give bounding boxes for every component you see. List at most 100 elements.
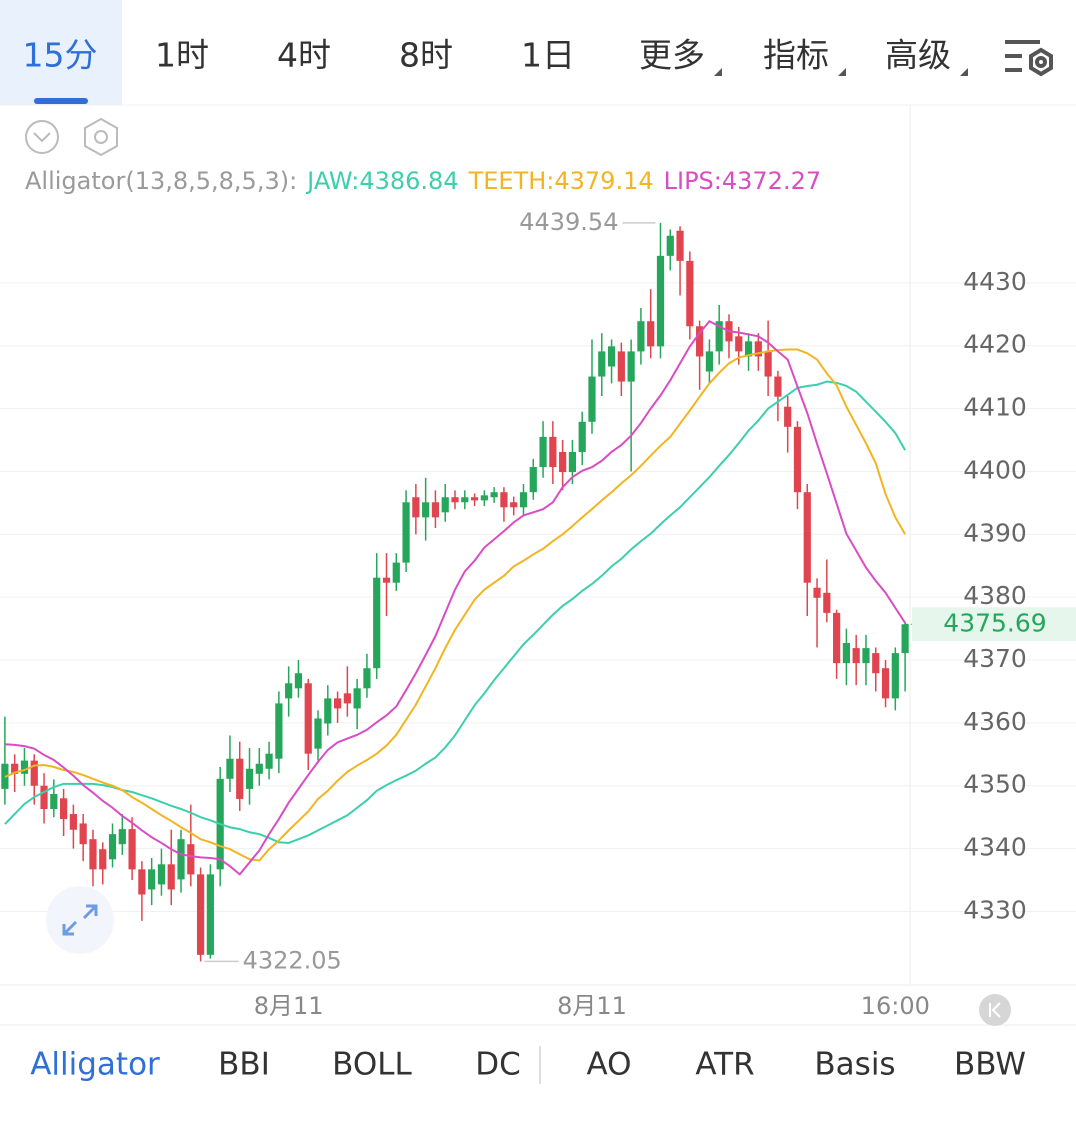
menu-dropdown[interactable]: 更多	[639, 36, 705, 75]
candle-body	[647, 321, 655, 347]
candle-body	[324, 698, 332, 724]
candle-body	[402, 502, 410, 563]
candle-body	[764, 351, 772, 377]
indicator-tab[interactable]: BBI	[218, 1047, 270, 1083]
candle-body	[881, 668, 890, 699]
candle-body	[79, 823, 87, 845]
candle-body	[872, 653, 880, 674]
y-tick-label: 4350	[963, 770, 1027, 799]
candle-body	[431, 502, 440, 518]
candle-body	[373, 577, 381, 669]
candle-body	[559, 451, 567, 473]
timeframe-tab[interactable]: 8时	[399, 36, 453, 75]
y-tick-label: 4400	[963, 455, 1027, 484]
hexagon-icon[interactable]	[84, 117, 118, 157]
candle-body	[89, 839, 97, 870]
candle-body	[118, 829, 126, 845]
candle-body	[275, 703, 283, 759]
max-label: 4439.54	[519, 208, 618, 236]
candle-body	[607, 346, 616, 367]
candle-body	[236, 758, 244, 799]
candle-body	[167, 864, 175, 890]
indicator-line	[4, 380, 906, 844]
menu-dropdown[interactable]: 指标	[763, 36, 829, 75]
candle-body	[862, 648, 870, 664]
candle-body	[617, 351, 625, 382]
candle-body	[245, 768, 254, 789]
candle-body	[784, 406, 792, 427]
y-tick-label: 4420	[963, 330, 1027, 359]
timeframe-tab[interactable]: 4时	[277, 36, 331, 75]
candle-body	[304, 683, 312, 754]
candle-body	[500, 492, 508, 508]
legend-value: 4372.27	[722, 167, 821, 195]
y-tick-label: 4380	[963, 581, 1027, 610]
indicator-tab[interactable]: DC	[475, 1047, 521, 1083]
candle-body	[686, 260, 694, 327]
indicator-tab[interactable]: AO	[586, 1047, 631, 1083]
y-tick-label: 4340	[963, 833, 1027, 862]
candle-body	[343, 693, 351, 704]
candle-body	[20, 760, 29, 774]
indicator-tab[interactable]: BOLL	[332, 1047, 412, 1083]
dropdown-caret[interactable]	[960, 68, 968, 76]
candles	[1, 222, 909, 962]
candle-body	[353, 688, 361, 709]
candle-body	[441, 497, 449, 513]
candle-body	[196, 874, 205, 955]
timeframe-tab[interactable]: 1时	[155, 36, 209, 75]
timeframe-tab[interactable]: 1日	[521, 36, 575, 75]
candle-body	[363, 668, 371, 689]
candle-body	[744, 341, 753, 357]
candle-body	[138, 869, 146, 895]
expand-button[interactable]	[46, 886, 114, 954]
candle-body	[30, 760, 38, 786]
candle-body	[901, 624, 909, 654]
candle-body	[333, 698, 342, 709]
menu-dropdown[interactable]: 高级	[885, 36, 951, 75]
candle-body	[470, 497, 479, 501]
active-tab-bg	[0, 0, 122, 105]
legend-value: 4379.14	[554, 167, 653, 195]
candle-body	[490, 492, 498, 498]
candle-body	[226, 758, 234, 779]
collapse-icon[interactable]	[25, 120, 59, 154]
candle-body	[255, 763, 263, 774]
candle-body	[568, 451, 577, 473]
x-tick-label: 16:00	[861, 992, 930, 1020]
legend-name: LIPS:	[664, 167, 722, 195]
y-tick-label: 4390	[963, 518, 1027, 547]
y-tick-label: 4370	[963, 644, 1027, 673]
indicator-tab[interactable]: Alligator	[30, 1047, 160, 1083]
candle-body	[715, 321, 723, 352]
legend-value: 4386.84	[359, 167, 458, 195]
candle-body	[69, 814, 77, 830]
candle-body	[666, 235, 674, 256]
candle-body	[833, 612, 841, 664]
candle-body	[637, 321, 645, 352]
indicator-tab[interactable]: Basis	[814, 1047, 895, 1083]
dropdown-caret[interactable]	[714, 68, 722, 76]
candle-body	[823, 592, 831, 613]
indicator-tab[interactable]: ATR	[695, 1047, 754, 1083]
active-tab-underline	[34, 98, 88, 104]
candle-body	[314, 718, 322, 749]
candle-body	[412, 497, 420, 518]
candle-body	[422, 502, 430, 518]
candle-body	[480, 495, 488, 501]
candle-body	[187, 844, 195, 875]
scroll-end-button[interactable]	[979, 994, 1011, 1026]
candle-body	[696, 326, 704, 357]
timeframe-tab[interactable]: 15分	[23, 36, 98, 75]
candle-body	[793, 426, 802, 493]
last-price-box	[912, 607, 1076, 642]
candle-body	[206, 874, 214, 955]
candle-body	[392, 562, 400, 583]
candle-body	[265, 753, 273, 769]
dropdown-caret[interactable]	[838, 68, 846, 76]
settings-icon[interactable]	[1005, 40, 1053, 77]
candle-body	[813, 587, 821, 598]
indicator-tab[interactable]: BBW	[954, 1047, 1026, 1083]
candle-body	[578, 421, 586, 452]
